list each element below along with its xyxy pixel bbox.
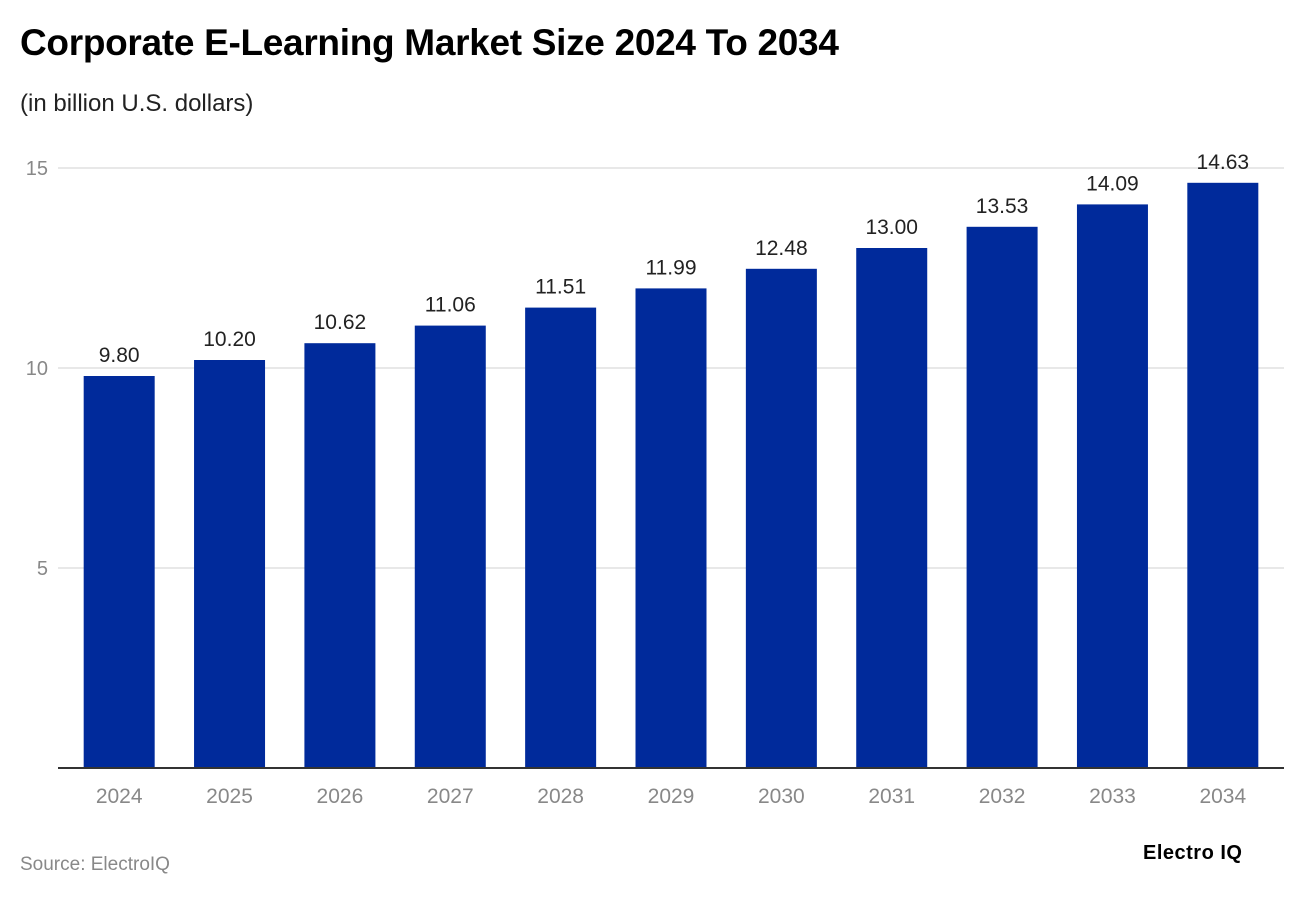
chart-subtitle: (in billion U.S. dollars) — [20, 90, 254, 117]
bar-2030 — [745, 268, 817, 768]
x-tick-label: 2031 — [868, 785, 915, 808]
data-label: 14.63 — [1197, 151, 1250, 174]
bar-2025 — [194, 360, 266, 768]
bar-2033 — [1076, 204, 1148, 768]
bar-2027 — [414, 325, 486, 768]
x-tick-label: 2027 — [427, 785, 474, 808]
electroiq-logo: Electro IQ — [1143, 842, 1243, 864]
data-label: 11.51 — [535, 276, 586, 299]
data-label: 12.48 — [755, 237, 808, 260]
y-tick-label: 15 — [26, 158, 48, 180]
x-tick-label: 2025 — [206, 785, 253, 808]
data-label: 13.00 — [865, 216, 918, 239]
x-tick-label: 2024 — [96, 785, 143, 808]
data-label: 11.99 — [646, 256, 697, 279]
bar-2034 — [1187, 182, 1259, 769]
bar-2032 — [966, 226, 1038, 769]
x-tick-label: 2029 — [648, 785, 695, 808]
chart-title: Corporate E-Learning Market Size 2024 To… — [20, 22, 839, 63]
x-tick-label: 2032 — [979, 785, 1026, 808]
data-label: 11.06 — [425, 294, 476, 317]
bar-2029 — [635, 288, 707, 768]
bar-2031 — [856, 248, 928, 768]
y-tick-label: 5 — [37, 558, 48, 580]
x-tick-label: 2034 — [1199, 785, 1246, 808]
bar-2024 — [83, 376, 155, 768]
bar-2026 — [304, 343, 376, 768]
source-note: Source: ElectroIQ — [20, 854, 170, 875]
y-tick-label: 10 — [26, 358, 48, 380]
data-label: 13.53 — [976, 195, 1029, 218]
data-label: 10.62 — [314, 311, 367, 334]
data-label: 14.09 — [1086, 172, 1139, 195]
x-tick-label: 2026 — [317, 785, 364, 808]
x-tick-label: 2030 — [758, 785, 805, 808]
x-tick-label: 2033 — [1089, 785, 1136, 808]
data-label: 10.20 — [203, 328, 256, 351]
x-tick-label: 2028 — [537, 785, 584, 808]
data-label: 9.80 — [99, 344, 140, 367]
bar-2028 — [525, 307, 597, 768]
